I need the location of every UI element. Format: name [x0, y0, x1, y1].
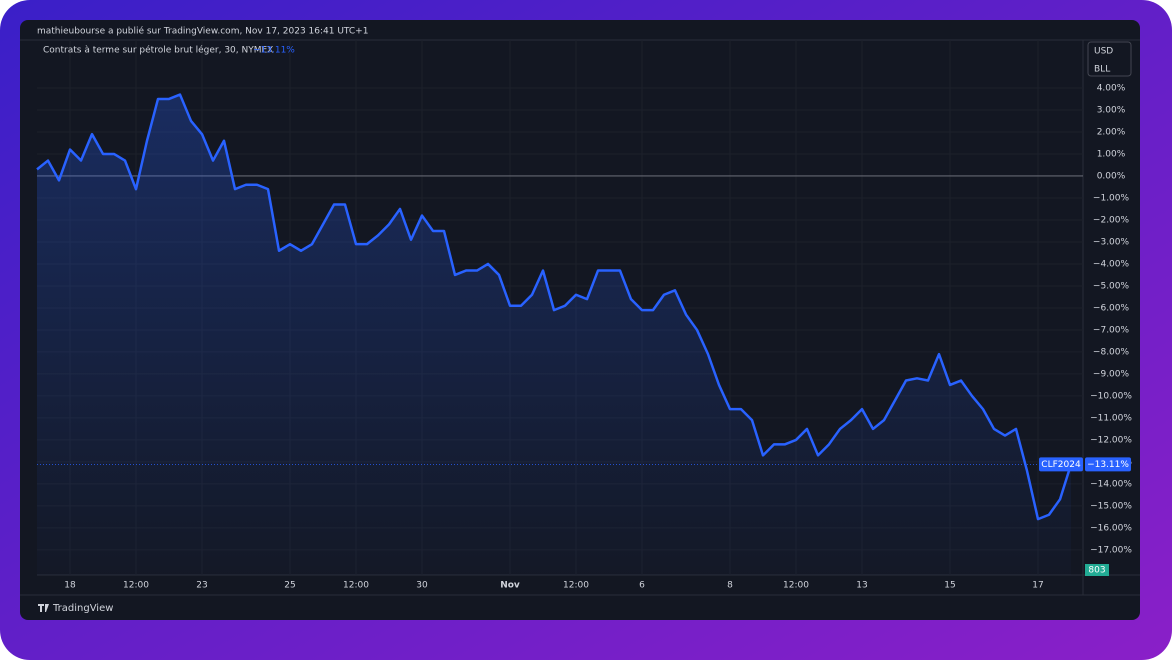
y-tick-label: 0.00%	[1097, 171, 1126, 181]
series-name: CLF2024	[1041, 460, 1081, 470]
y-tick-label: −1.00%	[1093, 193, 1130, 203]
price-tag	[1085, 457, 1131, 472]
x-tick-label: 12:00	[123, 581, 149, 591]
y-tick-label: −17.00%	[1090, 545, 1132, 555]
x-tick-label: 6	[639, 581, 645, 591]
y-tick-label: 4.00%	[1097, 83, 1126, 93]
x-tick-label: 15	[944, 581, 955, 591]
x-tick-label: 12:00	[783, 581, 809, 591]
y-tick-label: −4.00%	[1093, 259, 1130, 269]
x-tick-label: Nov	[500, 581, 520, 591]
y-tick-label: −7.00%	[1093, 325, 1130, 335]
line	[36, 93, 1073, 521]
price-tag-label: −13.11%	[1087, 460, 1129, 470]
volume-tag	[1085, 564, 1109, 576]
y-tick-label: −2.00%	[1093, 215, 1130, 225]
series-tag	[1039, 457, 1083, 472]
y-tick-label: −5.00%	[1093, 281, 1130, 291]
area	[37, 94, 1071, 576]
y-tick-label: −15.00%	[1090, 501, 1132, 511]
currency-box[interactable]	[1087, 41, 1132, 77]
y-tick-label: −6.00%	[1093, 303, 1130, 313]
volume-label: 803	[1088, 566, 1105, 576]
y-tick-label: −3.00%	[1093, 237, 1130, 247]
y-tick-label: −12.00%	[1090, 435, 1132, 445]
y-tick-label: −11.00%	[1090, 413, 1132, 423]
y-tick-label: −16.00%	[1090, 523, 1132, 533]
y-tick-label: −14.00%	[1090, 479, 1132, 489]
y-tick-label: 3.00%	[1097, 105, 1126, 115]
y-tick-label: −9.00%	[1093, 369, 1130, 379]
y-tick-label: 1.00%	[1097, 149, 1126, 159]
x-tick-label: 23	[196, 581, 207, 591]
x-tick-label: 25	[284, 581, 295, 591]
x-tick-label: 17	[1032, 581, 1043, 591]
legend-value: −13.11%	[253, 46, 295, 56]
x-tick-label: 18	[64, 581, 76, 591]
y-tick-label: 2.00%	[1097, 127, 1126, 137]
currency[interactable]: USD	[1094, 47, 1113, 57]
y-tick-label: −10.00%	[1090, 391, 1132, 401]
logo	[38, 604, 49, 612]
plot	[36, 93, 1083, 576]
unit[interactable]: BLL	[1094, 65, 1110, 75]
x-tick-label: 12:00	[563, 581, 589, 591]
x-tick-label: 8	[727, 581, 733, 591]
y-tick-label: −8.00%	[1093, 347, 1130, 357]
x-tick-label: 13	[856, 581, 867, 591]
chart-title: Contrats à terme sur pétrole brut léger,…	[43, 45, 273, 56]
header: mathieubourse a publié sur TradingView.c…	[37, 26, 368, 37]
x-tick-label: 30	[416, 581, 428, 591]
footer: TradingView	[52, 603, 113, 614]
x-tick-label: 12:00	[343, 581, 369, 591]
